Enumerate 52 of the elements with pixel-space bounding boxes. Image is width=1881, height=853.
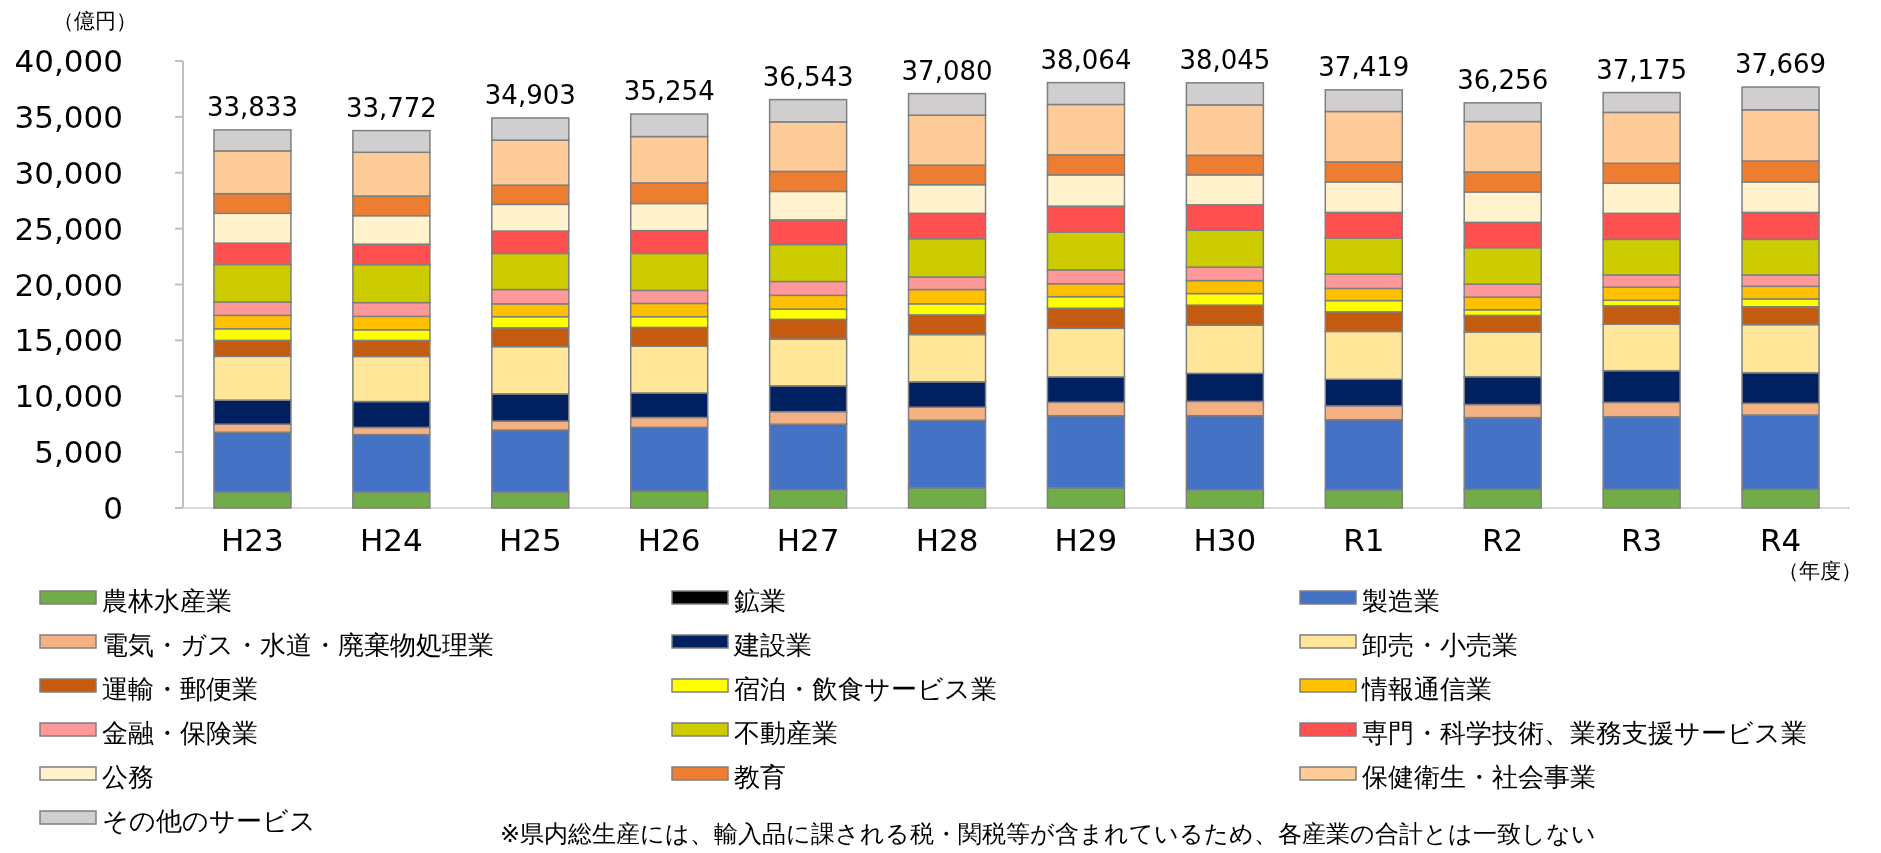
legend-label: 製造業 (1362, 586, 1440, 616)
legend-label: 農林水産業 (102, 586, 232, 616)
x-tick-label: H27 (776, 522, 840, 558)
legend-label: 運輸・郵便業 (102, 674, 258, 704)
legend-label: 金融・保険業 (102, 718, 258, 748)
x-tick-label: H24 (359, 522, 423, 558)
y-tick-label: 0 (103, 490, 123, 526)
legend-label: 宿泊・飲食サービス業 (734, 674, 997, 704)
total-label: 34,903 (484, 79, 576, 110)
legend-label: 専門・科学技術、業務支援サービス業 (1362, 718, 1807, 748)
legend-label: 鉱業 (734, 586, 786, 616)
total-label: 37,080 (901, 55, 993, 86)
legend-label: その他のサービス (102, 806, 316, 836)
total-label: 37,175 (1596, 54, 1688, 85)
x-tick-label: H29 (1054, 522, 1118, 558)
x-tick-label: R2 (1482, 522, 1524, 558)
y-tick-label: 25,000 (14, 210, 123, 247)
legend-label: 教育 (734, 762, 786, 792)
legend-label: 保健衛生・社会事業 (1362, 762, 1596, 792)
legend-label: 公務 (102, 762, 154, 792)
x-tick-label: H26 (637, 522, 701, 558)
total-label: 36,543 (762, 61, 854, 92)
total-label: 37,419 (1318, 51, 1410, 82)
y-tick-label: 35,000 (14, 98, 123, 135)
total-label: 33,772 (345, 92, 437, 123)
x-axis-title: （年度） (1778, 559, 1862, 583)
y-axis-title: （億円） (53, 9, 137, 33)
total-label: 38,045 (1179, 44, 1271, 75)
x-tick-label: H28 (915, 522, 979, 558)
x-tick-label: R1 (1343, 522, 1385, 558)
legend-label: 建設業 (733, 630, 812, 660)
y-tick-label: 20,000 (14, 266, 123, 303)
x-tick-label: R3 (1620, 522, 1663, 558)
legend-label: 電気・ガス・水道・廃棄物処理業 (102, 630, 494, 660)
total-label: 37,669 (1735, 49, 1827, 80)
y-tick-label: 40,000 (14, 43, 123, 79)
x-tick-label: H23 (221, 522, 284, 558)
total-label: 36,256 (1457, 64, 1549, 95)
x-tick-label: H30 (1193, 522, 1257, 558)
legend-label: 情報通信業 (1361, 674, 1492, 704)
legend-label: 卸売・小売業 (1362, 630, 1518, 660)
legend-label: 不動産業 (734, 718, 838, 748)
y-tick-label: 10,000 (14, 378, 123, 415)
text: ※県内総生産には、輸入品に課される税・関税等が含まれているため、各産業の合計とは一致しない (500, 820, 1597, 848)
x-tick-label: R4 (1759, 522, 1802, 558)
x-tick-label: H25 (498, 522, 562, 558)
total-label: 35,254 (623, 76, 715, 107)
total-label: 33,833 (206, 91, 298, 122)
y-tick-label: 30,000 (14, 154, 123, 191)
y-tick-label: 15,000 (14, 322, 123, 359)
y-tick-label: 5,000 (34, 434, 123, 471)
total-label: 38,064 (1040, 44, 1132, 75)
